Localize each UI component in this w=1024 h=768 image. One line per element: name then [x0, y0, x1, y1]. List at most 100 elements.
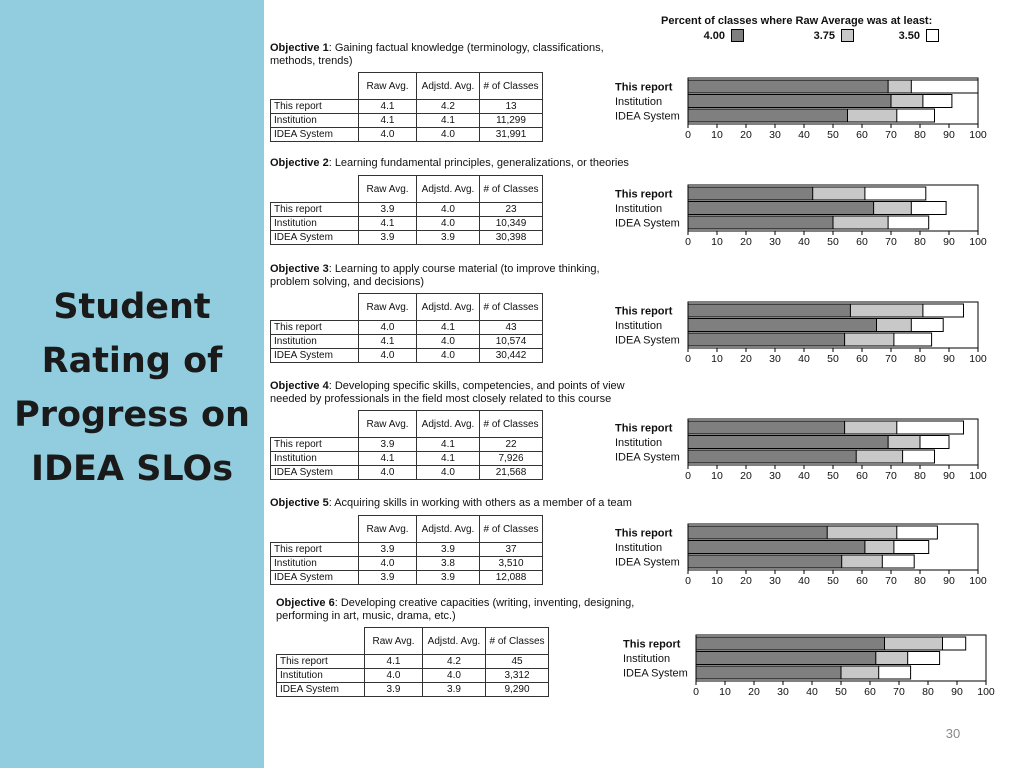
tick-label: 70 [885, 129, 897, 141]
bar [687, 303, 851, 318]
legend-title: Percent of classes where Raw Average was… [661, 15, 933, 27]
table-row: This report 4.1 4.2 13 [270, 99, 543, 114]
bar [687, 79, 889, 94]
table-cell: 31,991 [479, 127, 543, 142]
category-label: Institution [623, 653, 670, 665]
table-row: Institution 4.1 4.1 11,299 [270, 113, 543, 128]
row-label: This report [270, 320, 359, 335]
table-row: This report 3.9 3.9 37 [270, 542, 543, 557]
table-cell: 4.1 [358, 99, 417, 114]
objective-title: Objective 5: Acquiring skills in working… [270, 497, 640, 510]
row-label: IDEA System [270, 570, 359, 585]
tick-label: 100 [969, 575, 987, 587]
category-label: This report [615, 189, 673, 201]
table-cell: 4.1 [416, 451, 480, 466]
table-cell: 4.0 [416, 127, 480, 142]
bar [687, 108, 848, 123]
tick-label: 70 [885, 575, 897, 587]
row-label: IDEA System [270, 348, 359, 363]
table-corner [271, 176, 359, 203]
legend-swatch [841, 29, 854, 42]
tick-label: 0 [685, 470, 691, 482]
column-header: Raw Avg. [358, 293, 417, 321]
slide-title-line: Progress on [14, 395, 250, 435]
row-label: Institution [270, 113, 359, 128]
tick-label: 10 [711, 470, 723, 482]
legend-swatch [731, 29, 744, 42]
column-header: Adjstd. Avg. [416, 293, 480, 321]
tick-label: 60 [856, 470, 868, 482]
table-row: IDEA System 3.9 3.9 30,398 [270, 230, 543, 245]
table-cell: 4.1 [358, 451, 417, 466]
stats-table: Raw Avg. Adjstd. Avg. # of Classes This rep… [270, 410, 543, 480]
table-cell: 3,312 [485, 668, 549, 683]
table-cell: 3,510 [479, 556, 543, 571]
objective-description: : Acquiring skills in working with other… [328, 497, 632, 509]
bar [687, 525, 828, 540]
tick-label: 0 [685, 575, 691, 587]
tick-label: 40 [798, 470, 810, 482]
bar [687, 435, 889, 449]
table-cell: 30,398 [479, 230, 543, 245]
category-label: IDEA System [615, 335, 680, 347]
tick-label: 30 [769, 575, 781, 587]
table-cell: 4.1 [358, 334, 417, 349]
table-cell: 4.2 [422, 654, 486, 669]
table-cell: 4.0 [358, 127, 417, 142]
table-cell: 4.0 [358, 348, 417, 363]
tick-label: 20 [740, 236, 752, 248]
category-label: IDEA System [615, 111, 680, 123]
table-cell: 3.9 [416, 230, 480, 245]
table-cell: 7,926 [479, 451, 543, 466]
table-row: IDEA System 4.0 4.0 21,568 [270, 465, 543, 480]
table-header-row: Raw Avg. Adjstd. Avg. # of Classes [277, 627, 549, 655]
table-cell: 3.9 [358, 570, 417, 585]
table-cell: 4.0 [416, 202, 480, 217]
bar-chart: This report Institution IDEA System 0 10 20 30… [615, 184, 987, 248]
stats-table: Raw Avg. Adjstd. Avg. # of Classes This rep… [270, 515, 543, 585]
bar-chart: This report Institution IDEA System 0 10 20 30… [623, 634, 995, 698]
objective-description: : Gaining factual knowledge (terminology… [270, 42, 604, 67]
bar [695, 636, 885, 651]
tick-label: 100 [977, 686, 995, 698]
bar-chart: This report Institution IDEA System 0 10 20 30… [615, 301, 987, 365]
tick-label: 80 [922, 686, 934, 698]
tick-label: 0 [685, 129, 691, 141]
tick-label: 50 [835, 686, 847, 698]
category-label: This report [615, 306, 673, 318]
slide-title: Student Rating of Progress on IDEA SLOs [0, 280, 264, 496]
tick-label: 60 [856, 353, 868, 365]
tick-label: 10 [719, 686, 731, 698]
row-label: Institution [270, 216, 359, 231]
bar [687, 215, 834, 230]
row-label: This report [270, 202, 359, 217]
table-cell: 4.0 [416, 465, 480, 480]
tick-label: 40 [798, 236, 810, 248]
table-row: IDEA System 4.0 4.0 30,442 [270, 348, 543, 363]
objective-section: Objective 4: Developing specific skills,… [270, 380, 1000, 498]
objective-section: Objective 5: Acquiring skills in working… [270, 497, 1000, 615]
table-cell: 3.9 [358, 542, 417, 557]
table-cell: 10,574 [479, 334, 543, 349]
tick-label: 60 [856, 575, 868, 587]
table-cell: 4.0 [422, 668, 486, 683]
stats-table: Raw Avg. Adjstd. Avg. # of Classes This rep… [270, 175, 543, 245]
category-label: IDEA System [615, 218, 680, 230]
category-label: This report [623, 639, 681, 651]
legend-label: 3.75 [813, 30, 835, 42]
row-label: Institution [276, 668, 365, 683]
page-number: 30 [945, 726, 961, 741]
objective-label: Objective 5 [270, 497, 329, 509]
table-cell: 3.8 [416, 556, 480, 571]
row-label: IDEA System [270, 230, 359, 245]
bar-chart: This report Institution IDEA System 0 10 20 30… [615, 77, 987, 141]
column-header: # of Classes [479, 72, 543, 100]
bar [687, 540, 866, 554]
objective-section: Objective 1: Gaining factual knowledge (… [270, 42, 1000, 160]
row-label: This report [276, 654, 365, 669]
stats-table: Raw Avg. Adjstd. Avg. # of Classes This rep… [270, 293, 543, 363]
tick-label: 30 [769, 236, 781, 248]
table-cell: 4.1 [358, 113, 417, 128]
stats-table: Raw Avg. Adjstd. Avg. # of Classes This rep… [270, 72, 543, 142]
column-header: Raw Avg. [364, 627, 423, 655]
